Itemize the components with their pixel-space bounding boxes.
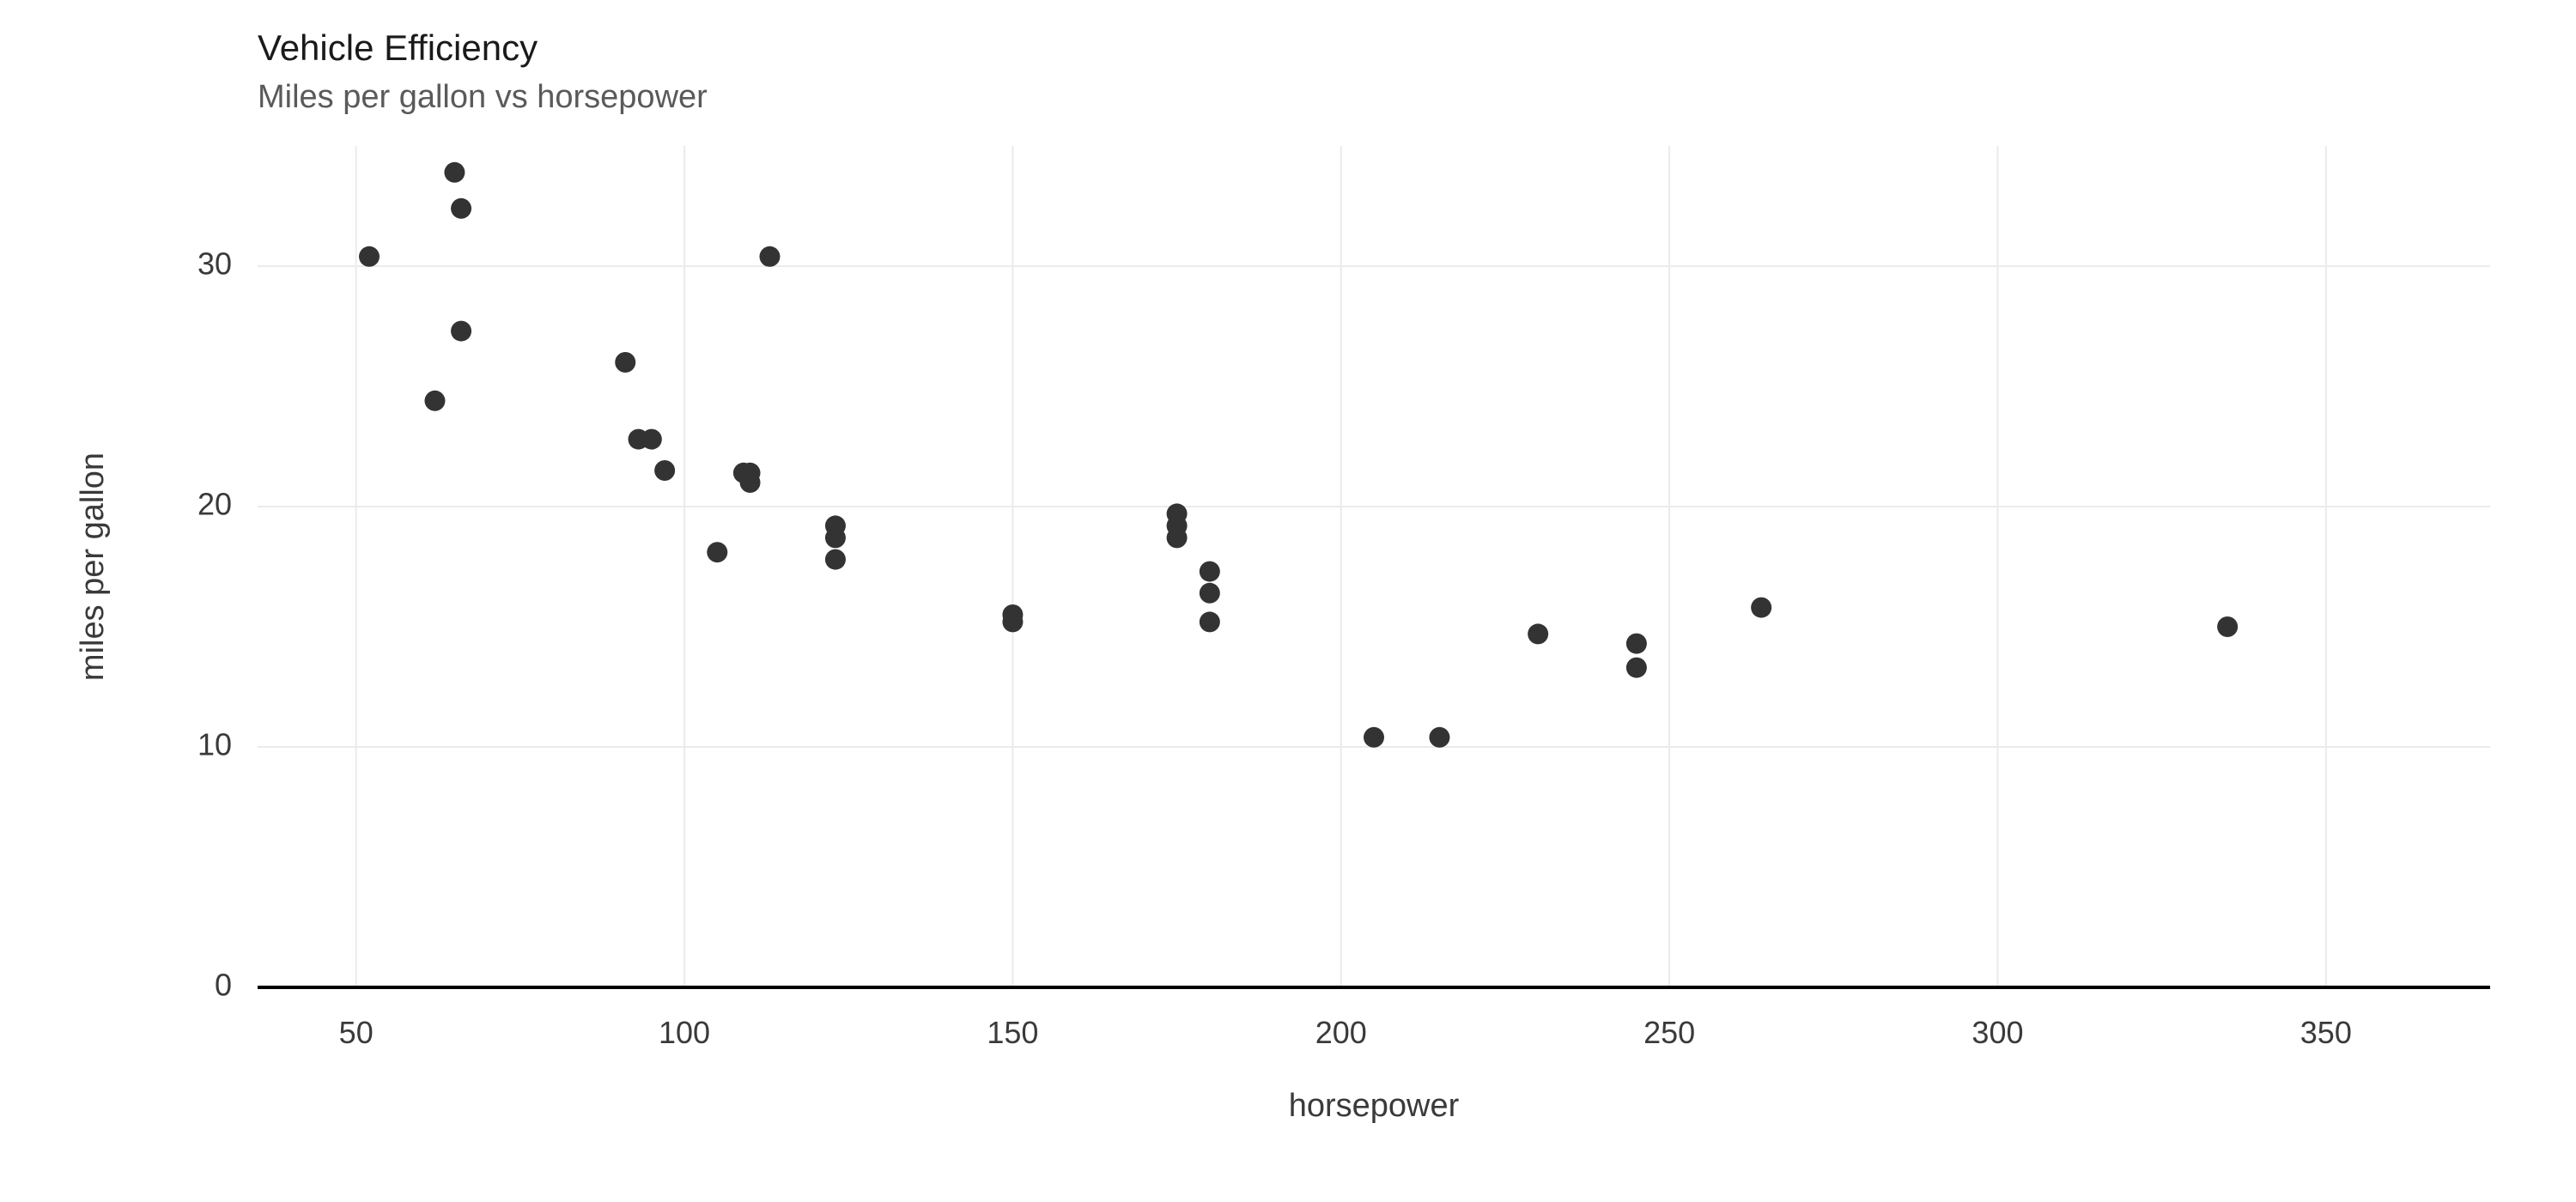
data-point [740, 463, 761, 483]
data-point [1429, 727, 1449, 748]
data-point [825, 515, 846, 536]
data-point [825, 549, 846, 570]
data-point [1364, 727, 1384, 748]
data-point [1167, 503, 1188, 524]
data-point [1200, 562, 1220, 582]
data-point [1200, 583, 1220, 604]
x-tick-label: 200 [1315, 1015, 1367, 1050]
data-point [1751, 598, 1771, 618]
x-tick-label: 350 [2300, 1015, 2352, 1050]
data-point [2217, 616, 2238, 637]
data-point [1002, 611, 1023, 632]
data-point [654, 460, 675, 481]
x-axis-label: horsepower [1289, 1088, 1460, 1124]
data-point [1200, 611, 1220, 632]
data-point [615, 352, 635, 373]
data-point [1626, 658, 1647, 678]
scatter-chart: 50 100 150 200 250 300 350 0 10 20 30 Vehicle Eff… [0, 0, 2576, 1202]
data-point [444, 162, 465, 183]
data-point [1528, 623, 1548, 644]
data-point [1626, 634, 1647, 654]
points-layer [359, 162, 2238, 748]
x-tick-labels: 50 100 150 200 250 300 350 [339, 1015, 2352, 1050]
x-tick-label: 150 [987, 1015, 1038, 1050]
y-tick-label: 20 [197, 487, 232, 522]
data-point [707, 542, 727, 562]
y-tick-label: 0 [215, 968, 232, 1003]
x-tick-label: 50 [339, 1015, 374, 1050]
data-point [424, 391, 445, 411]
chart-title: Vehicle Efficiency [258, 27, 538, 68]
chart-subtitle: Miles per gallon vs horsepower [258, 79, 708, 115]
y-axis-label: miles per gallon [75, 452, 111, 681]
y-tick-label: 10 [197, 727, 232, 762]
x-tick-label: 100 [659, 1015, 710, 1050]
x-tick-label: 300 [1971, 1015, 2023, 1050]
data-point [641, 429, 662, 450]
x-tick-label: 250 [1643, 1015, 1695, 1050]
data-point [359, 246, 380, 267]
y-tick-labels: 0 10 20 30 [197, 246, 232, 1003]
y-tick-label: 30 [197, 246, 232, 282]
data-point [759, 246, 780, 267]
data-point [451, 198, 471, 219]
grid-layer [258, 146, 2490, 987]
data-point [451, 321, 471, 342]
